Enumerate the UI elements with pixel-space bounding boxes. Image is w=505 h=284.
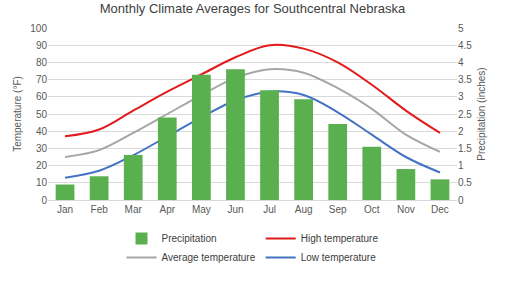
svg-text:0.5: 0.5: [458, 177, 472, 188]
svg-text:Sep: Sep: [329, 204, 347, 215]
svg-text:Jan: Jan: [57, 204, 73, 215]
svg-text:4: 4: [458, 57, 464, 68]
svg-text:3: 3: [458, 91, 464, 102]
svg-text:0: 0: [41, 195, 47, 206]
svg-text:60: 60: [36, 91, 48, 102]
svg-text:50: 50: [36, 109, 48, 120]
svg-text:Monthly Climate Averages for S: Monthly Climate Averages for Southcentra…: [100, 1, 406, 16]
svg-text:High temperature: High temperature: [301, 233, 379, 244]
svg-text:Jul: Jul: [263, 204, 276, 215]
svg-text:Feb: Feb: [91, 204, 109, 215]
svg-text:2.5: 2.5: [458, 109, 472, 120]
svg-text:May: May: [192, 204, 211, 215]
svg-text:1: 1: [458, 160, 464, 171]
svg-text:Oct: Oct: [364, 204, 380, 215]
svg-text:Low temperature: Low temperature: [301, 252, 376, 263]
svg-text:Precipitation (inches): Precipitation (inches): [476, 67, 487, 160]
svg-text:90: 90: [36, 40, 48, 51]
svg-text:Jun: Jun: [227, 204, 243, 215]
svg-text:40: 40: [36, 126, 48, 137]
svg-text:80: 80: [36, 57, 48, 68]
svg-text:Mar: Mar: [125, 204, 143, 215]
svg-text:Apr: Apr: [160, 204, 176, 215]
svg-text:1.5: 1.5: [458, 143, 472, 154]
svg-text:Precipitation: Precipitation: [162, 233, 217, 244]
svg-text:4.5: 4.5: [458, 40, 472, 51]
svg-text:20: 20: [36, 160, 48, 171]
svg-text:Average temperature: Average temperature: [162, 252, 256, 263]
svg-text:100: 100: [30, 23, 47, 34]
svg-text:3.5: 3.5: [458, 74, 472, 85]
svg-text:30: 30: [36, 143, 48, 154]
svg-text:Nov: Nov: [397, 204, 415, 215]
svg-text:Aug: Aug: [295, 204, 313, 215]
svg-text:10: 10: [36, 177, 48, 188]
svg-text:Temperature (°F): Temperature (°F): [12, 76, 23, 152]
svg-text:5: 5: [458, 23, 464, 34]
svg-text:70: 70: [36, 74, 48, 85]
svg-text:0: 0: [458, 195, 464, 206]
svg-text:2: 2: [458, 126, 464, 137]
svg-text:Dec: Dec: [431, 204, 449, 215]
